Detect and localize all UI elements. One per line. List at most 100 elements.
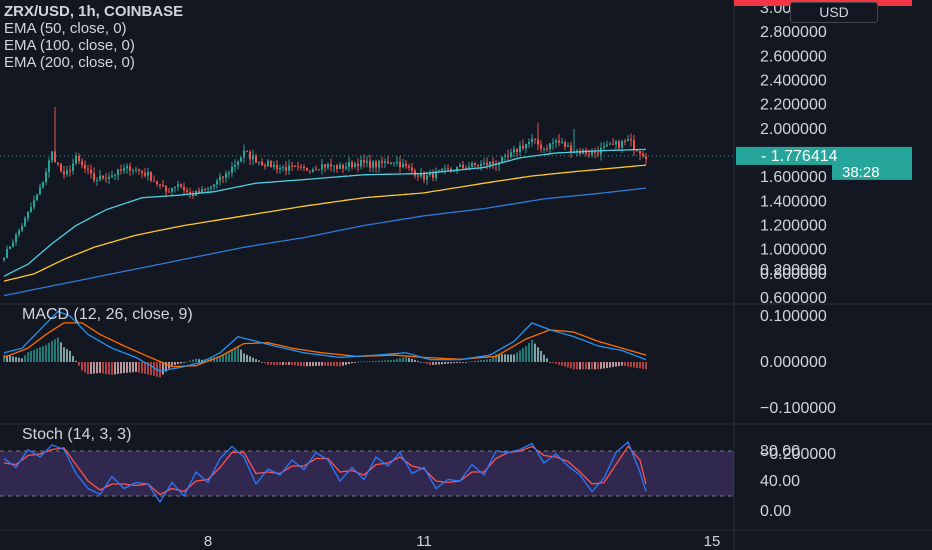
candle[interactable] — [525, 143, 527, 149]
candle[interactable] — [435, 171, 437, 178]
candle[interactable] — [501, 156, 503, 163]
price-axis-label[interactable]: 0.600000 — [760, 290, 827, 307]
candle[interactable] — [144, 172, 146, 176]
candle[interactable] — [405, 163, 407, 167]
price-axis-label[interactable]: 0.800000 — [760, 266, 827, 283]
currency-button[interactable]: USD — [790, 2, 878, 23]
candle[interactable] — [543, 148, 545, 150]
candle[interactable] — [387, 161, 389, 164]
candle[interactable] — [411, 167, 413, 171]
candle[interactable] — [372, 161, 374, 168]
candle[interactable] — [123, 168, 125, 171]
stoch-legend[interactable]: Stoch (14, 3, 3) — [22, 426, 132, 443]
candle[interactable] — [207, 188, 209, 190]
candle[interactable] — [108, 176, 110, 179]
signal-line[interactable] — [3, 322, 647, 368]
candle[interactable] — [75, 155, 77, 164]
candle[interactable] — [258, 161, 260, 163]
candle[interactable] — [486, 162, 488, 166]
candle[interactable] — [294, 165, 296, 167]
price-pane[interactable] — [0, 107, 734, 297]
candle[interactable] — [297, 166, 299, 168]
candle[interactable] — [597, 152, 599, 155]
candle[interactable] — [21, 226, 23, 231]
candle[interactable] — [324, 164, 326, 168]
candle[interactable] — [192, 194, 194, 196]
candle[interactable] — [459, 164, 461, 167]
ema100-legend[interactable]: EMA (100, close, 0) — [4, 37, 135, 54]
candle[interactable] — [408, 166, 410, 168]
candle[interactable] — [630, 139, 632, 141]
candle[interactable] — [120, 169, 122, 171]
candle[interactable] — [516, 149, 518, 152]
candle[interactable] — [609, 143, 611, 145]
candle[interactable] — [510, 152, 512, 157]
candle[interactable] — [333, 165, 335, 167]
candle[interactable] — [348, 162, 350, 167]
candle[interactable] — [264, 165, 266, 167]
candle[interactable] — [477, 165, 479, 167]
candle[interactable] — [417, 175, 419, 177]
candle[interactable] — [618, 141, 620, 148]
candle[interactable] — [165, 186, 167, 192]
ema50-legend[interactable]: EMA (50, close, 0) — [4, 20, 127, 37]
candle[interactable] — [306, 168, 308, 171]
candle[interactable] — [393, 162, 395, 164]
candle[interactable] — [375, 161, 377, 168]
candle[interactable] — [39, 187, 41, 195]
candle[interactable] — [147, 171, 149, 176]
candle[interactable] — [153, 180, 155, 182]
candle[interactable] — [540, 144, 542, 149]
candle[interactable] — [591, 151, 593, 155]
candle[interactable] — [534, 138, 536, 140]
price-axis-label[interactable]: 1.200000 — [760, 218, 827, 235]
candle[interactable] — [270, 160, 272, 168]
candle[interactable] — [168, 191, 170, 193]
candle[interactable] — [291, 165, 293, 167]
time-axis-label[interactable]: 11 — [416, 533, 432, 550]
candle[interactable] — [426, 175, 428, 180]
candle[interactable] — [552, 142, 554, 144]
candle[interactable] — [129, 166, 131, 171]
candle[interactable] — [9, 246, 11, 249]
candle[interactable] — [36, 194, 38, 201]
candle[interactable] — [471, 163, 473, 167]
price-axis-label[interactable]: 2.600000 — [760, 48, 827, 65]
candle[interactable] — [312, 169, 314, 172]
candle[interactable] — [102, 175, 104, 179]
countdown-tag[interactable] — [832, 163, 912, 180]
candle[interactable] — [555, 140, 557, 143]
candle[interactable] — [489, 161, 491, 166]
candle[interactable] — [45, 172, 47, 182]
candle[interactable] — [183, 186, 185, 191]
candle[interactable] — [381, 160, 383, 163]
candle[interactable] — [390, 163, 392, 165]
candle[interactable] — [513, 149, 515, 153]
candle[interactable] — [396, 161, 398, 163]
candle[interactable] — [234, 164, 236, 167]
candle[interactable] — [531, 138, 533, 142]
candle[interactable] — [63, 171, 65, 175]
last-price-tag[interactable] — [736, 146, 912, 165]
candle[interactable] — [621, 140, 623, 148]
candle[interactable] — [276, 164, 278, 170]
candle[interactable] — [351, 162, 353, 168]
candle[interactable] — [87, 168, 89, 170]
ema50-line[interactable] — [3, 148, 647, 277]
candle[interactable] — [48, 160, 50, 173]
candle[interactable] — [342, 164, 344, 169]
candle[interactable] — [330, 164, 332, 167]
candle[interactable] — [432, 172, 434, 178]
candle[interactable] — [528, 141, 530, 144]
candle[interactable] — [318, 169, 320, 171]
candle[interactable] — [309, 170, 311, 172]
candle[interactable] — [612, 143, 614, 145]
candle[interactable] — [96, 179, 98, 181]
candle[interactable] — [645, 156, 647, 160]
candle[interactable] — [549, 143, 551, 149]
candle[interactable] — [33, 200, 35, 208]
candle[interactable] — [6, 248, 8, 258]
price-axis[interactable]: 3.0000002.8000002.6000002.4000002.200000… — [736, 0, 912, 520]
candle[interactable] — [564, 142, 566, 147]
